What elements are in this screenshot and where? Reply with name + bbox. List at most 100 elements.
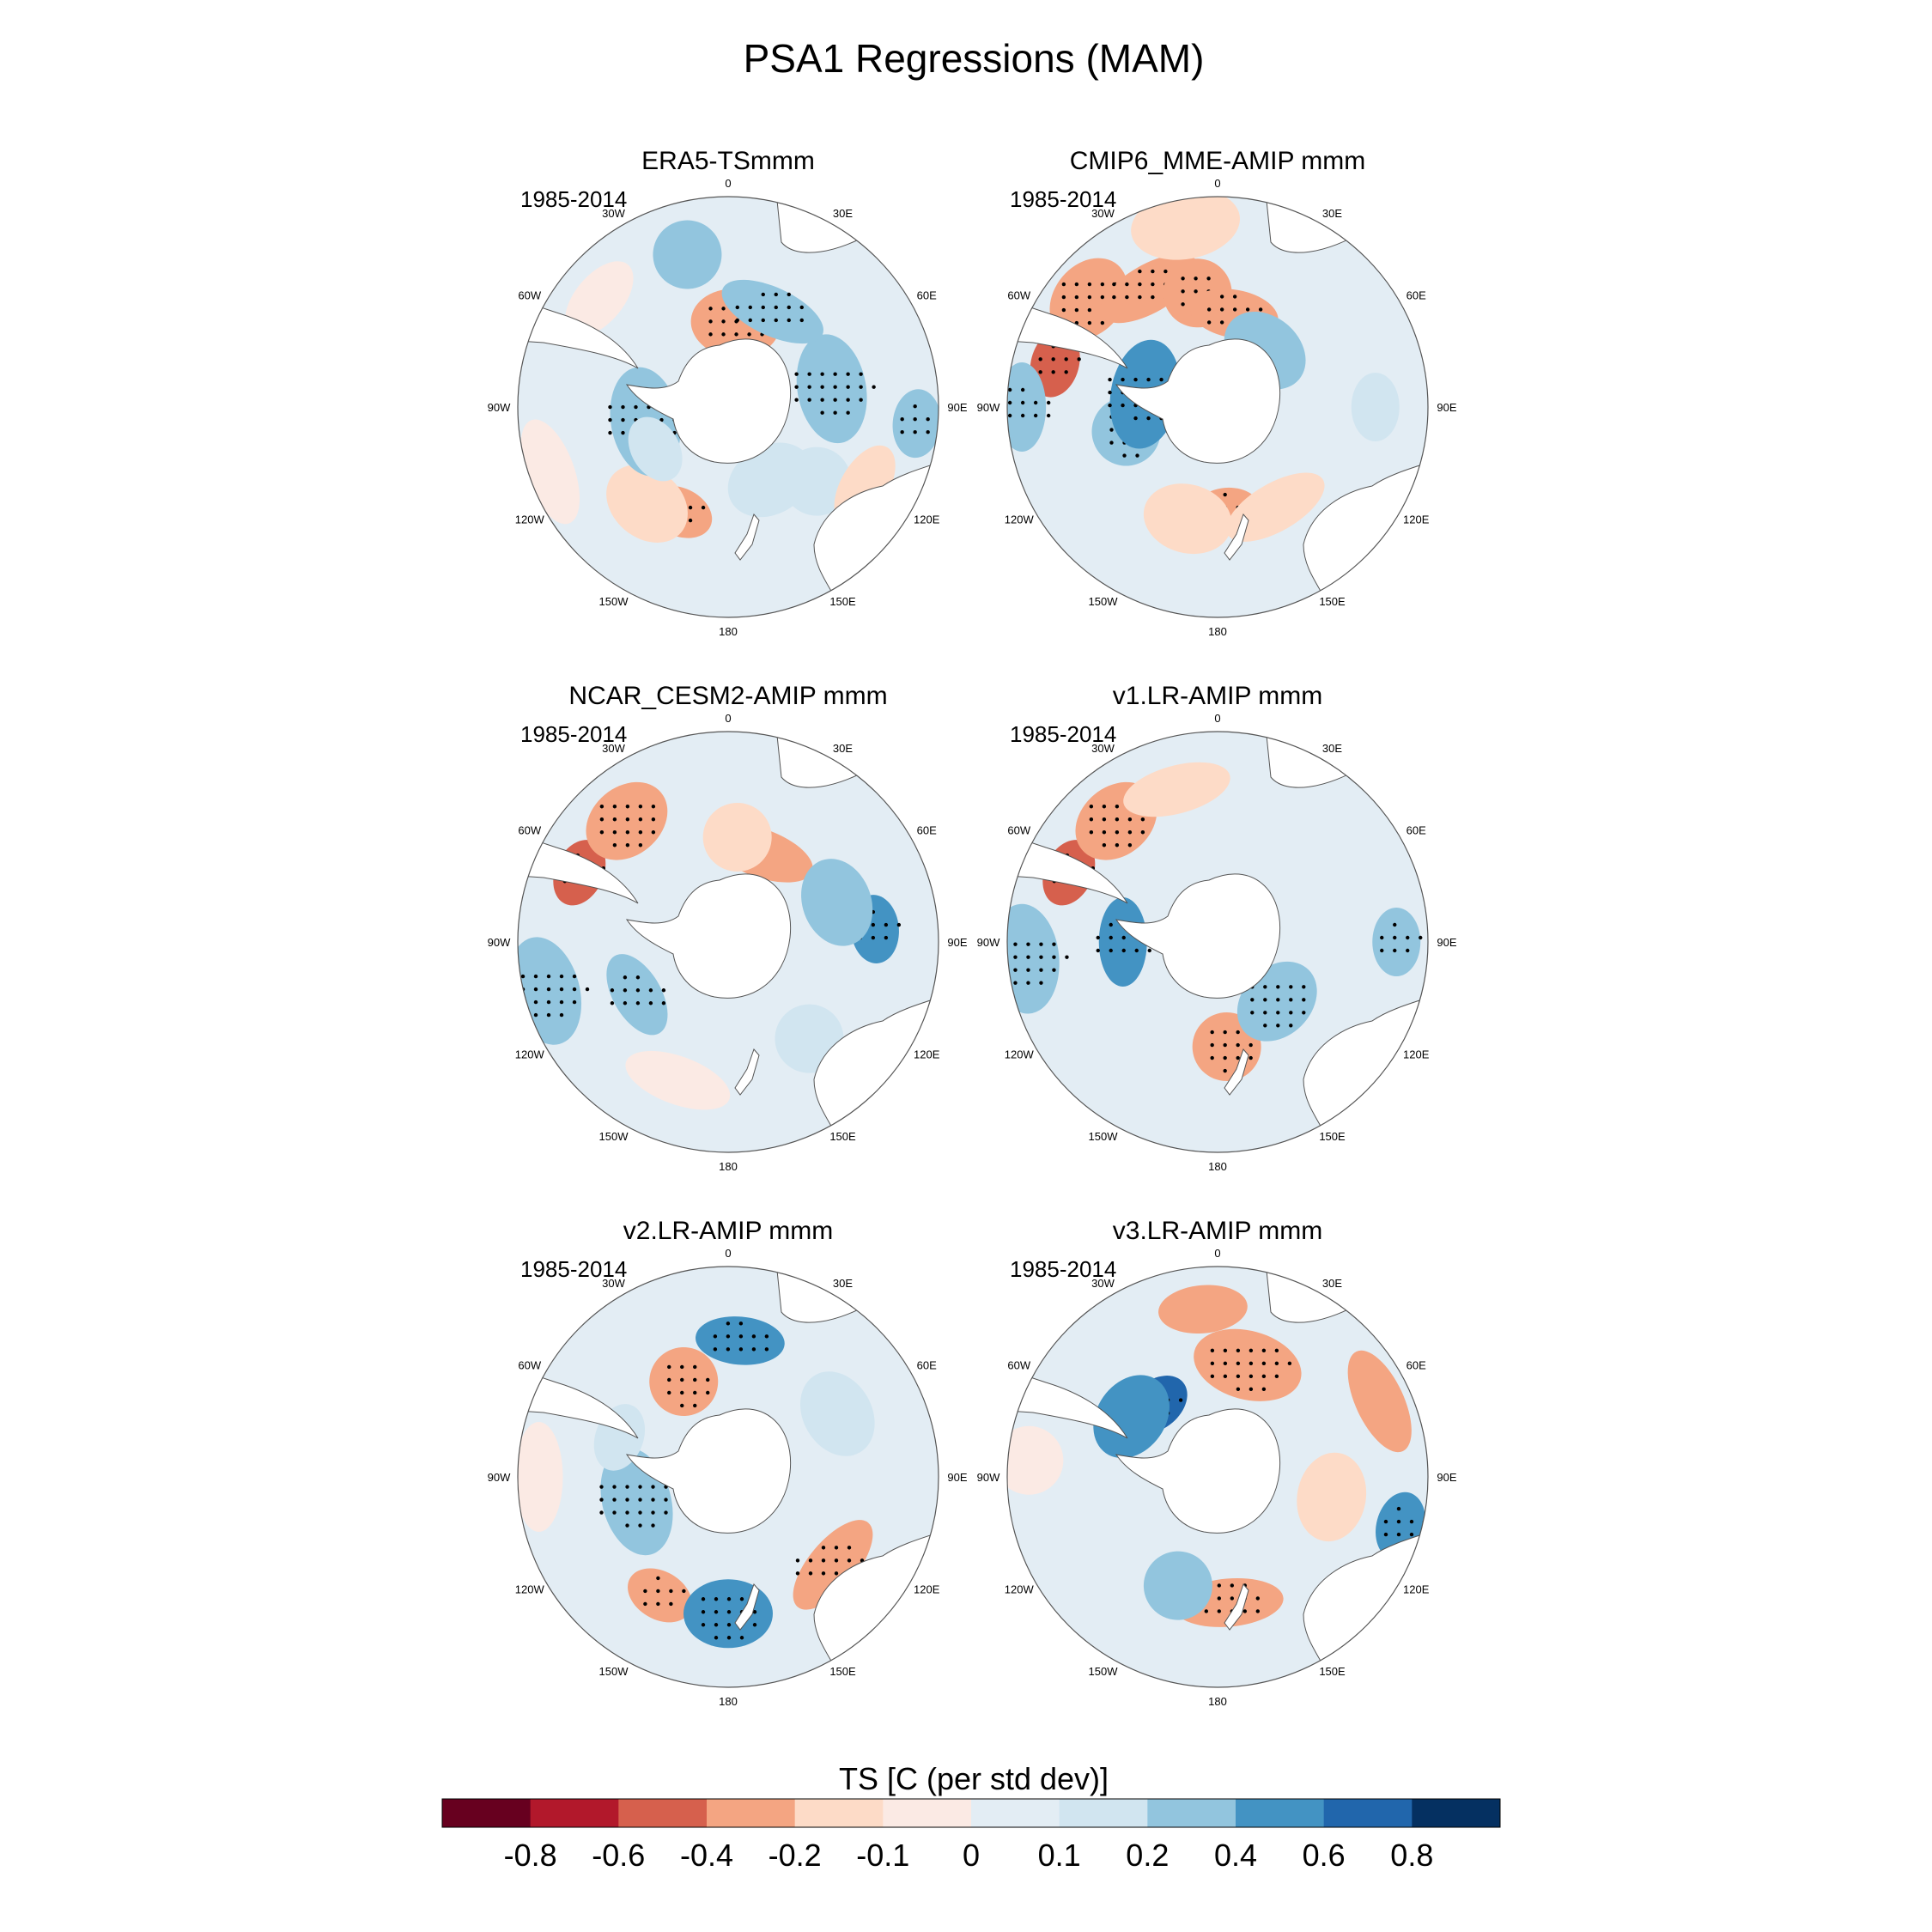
colorbar-tick-label: -0.6 — [592, 1838, 645, 1873]
significance-stippling — [713, 1321, 769, 1352]
longitude-label: 30W — [1091, 207, 1115, 220]
new-zealand — [1224, 513, 1249, 561]
anomaly-patch — [1143, 1551, 1212, 1620]
colorbar-swatch — [1412, 1799, 1501, 1827]
figure-title: PSA1 Regressions (MAM) — [744, 36, 1205, 81]
anomaly-patch — [625, 1050, 731, 1110]
colorbar-swatch — [1059, 1799, 1148, 1827]
new-zealand — [1224, 1583, 1249, 1631]
panel-title: CMIP6_MME-AMIP mmm — [1070, 147, 1365, 175]
anomaly-patch — [653, 220, 722, 289]
colorbar-swatch — [530, 1799, 619, 1827]
longitude-label: 120W — [515, 1583, 545, 1596]
longitude-label: 90E — [947, 936, 967, 949]
longitude-label: 180 — [1208, 1695, 1227, 1708]
longitude-label: 150W — [599, 1665, 629, 1678]
new-zealand — [734, 1048, 760, 1096]
significance-stippling — [1210, 1030, 1253, 1073]
anomaly-patch — [1098, 897, 1147, 987]
anomaly-patch — [1007, 1425, 1064, 1495]
longitude-label: 30E — [833, 742, 853, 755]
longitude-label: 150E — [1319, 1665, 1346, 1678]
longitude-label: 180 — [719, 1695, 738, 1708]
anomaly-patch — [793, 1520, 873, 1610]
anomaly-patch — [1226, 472, 1325, 542]
period-label: 1985-2014 — [520, 186, 627, 212]
longitude-label: 30E — [1322, 207, 1342, 220]
significance-stippling — [1007, 387, 1051, 418]
anomaly-patch — [565, 261, 634, 337]
longitude-label: 90E — [947, 1471, 967, 1484]
ts-field — [518, 1267, 939, 1687]
longitude-label: 60W — [518, 289, 541, 302]
anomaly-patch — [1194, 1328, 1302, 1401]
anomaly-patch — [727, 442, 813, 518]
significance-stippling — [520, 974, 590, 1018]
longitude-label: 0 — [1214, 712, 1220, 725]
colorbar-swatch — [442, 1799, 532, 1827]
longitude-label: 0 — [725, 177, 731, 190]
antarctica — [1115, 338, 1281, 464]
anomaly-patch — [1143, 483, 1232, 555]
antarctica — [625, 338, 792, 464]
anomaly-patch — [1351, 373, 1400, 441]
anomaly-patch — [606, 954, 668, 1036]
panel-title: ERA5-TSmmm — [641, 147, 815, 175]
significance-stippling — [1380, 922, 1423, 953]
longitude-label: 150W — [1089, 1665, 1119, 1678]
longitude-label: 60E — [1406, 289, 1426, 302]
longitude-label: 120E — [1403, 1583, 1430, 1596]
anomaly-patch — [520, 419, 580, 525]
colorbar-swatch — [1236, 1799, 1325, 1827]
anomaly-patch — [696, 1316, 785, 1365]
anomaly-patch — [1372, 908, 1421, 976]
map-panel: v1.LR-AMIP mmm 1985-2014 0 30E 60E 90E 120E 150… — [977, 682, 1457, 1173]
longitude-label: 120E — [914, 1583, 940, 1596]
madagascar — [1363, 226, 1390, 262]
period-label: 1985-2014 — [1010, 1256, 1116, 1282]
significance-stippling — [1210, 1348, 1292, 1392]
significance-stippling — [599, 805, 656, 848]
colorbar-swatch — [883, 1799, 972, 1827]
period-label: 1985-2014 — [1010, 721, 1116, 747]
longitude-label: 30W — [1091, 1277, 1115, 1290]
longitude-label: 30W — [1091, 742, 1115, 755]
map-frame — [517, 196, 939, 618]
longitude-label: 150W — [599, 1130, 629, 1143]
longitude-label: 30W — [602, 207, 625, 220]
anomaly-patch — [628, 1568, 692, 1623]
longitude-label: 120W — [515, 1048, 545, 1061]
longitude-label: 60E — [917, 824, 937, 837]
anomaly-patch — [1007, 362, 1047, 452]
colorbar-tick-label: 0.8 — [1390, 1838, 1433, 1873]
panel-title: v3.LR-AMIP mmm — [1113, 1217, 1322, 1245]
longitude-label: 180 — [1208, 625, 1227, 638]
map-frame — [1006, 1266, 1429, 1688]
anomaly-patch — [892, 389, 939, 459]
significance-stippling — [735, 292, 804, 323]
longitude-label: 60E — [917, 1359, 937, 1372]
longitude-label: 180 — [719, 1160, 738, 1173]
anomaly-patch — [1347, 1350, 1412, 1453]
longitude-label: 120E — [1403, 513, 1430, 526]
longitude-label: 60E — [917, 289, 937, 302]
colorbar-swatch — [971, 1799, 1060, 1827]
longitude-label: 150W — [1089, 595, 1119, 608]
ts-field — [1007, 1267, 1428, 1687]
ts-field — [518, 197, 939, 617]
longitude-label: 120W — [515, 513, 545, 526]
longitude-label: 180 — [1208, 1160, 1227, 1173]
map-panel: v2.LR-AMIP mmm 1985-2014 0 30E 60E 90E 120E 150… — [488, 1217, 968, 1708]
longitude-label: 30E — [1322, 1277, 1342, 1290]
longitude-label: 0 — [725, 712, 731, 725]
period-label: 1985-2014 — [520, 1256, 627, 1282]
longitude-label: 30E — [1322, 742, 1342, 755]
period-label: 1985-2014 — [520, 721, 627, 747]
colorbar-tick-label: -0.8 — [504, 1838, 557, 1873]
significance-stippling — [610, 975, 666, 1005]
ts-field — [1007, 732, 1428, 1152]
longitude-label: 90W — [488, 936, 511, 949]
map-panel: CMIP6_MME-AMIP mmm 1985-2014 0 30E 60E 90E 120… — [977, 147, 1457, 638]
longitude-label: 30W — [602, 742, 625, 755]
longitude-label: 60W — [518, 1359, 541, 1372]
